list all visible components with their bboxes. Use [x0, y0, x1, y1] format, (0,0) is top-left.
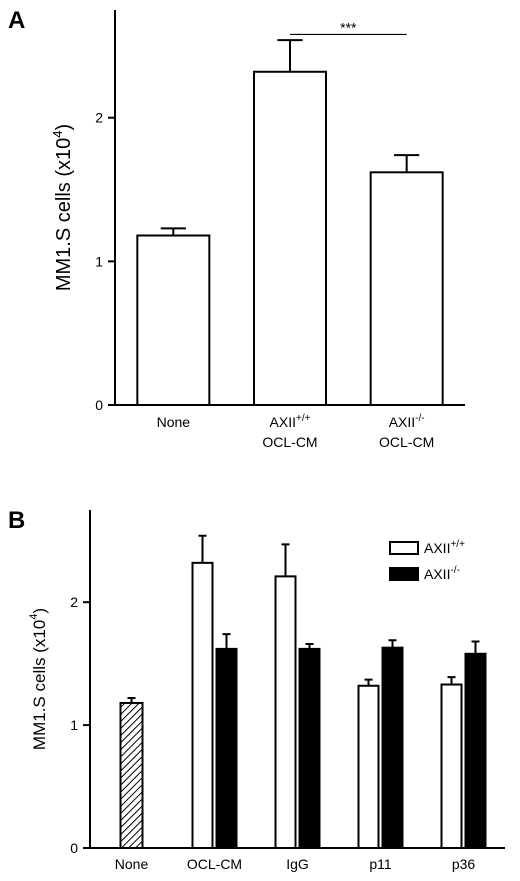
x-tick-label: AXII-/- — [389, 413, 425, 430]
x-tick-label: AXII+/+ — [270, 413, 311, 430]
y-label-tail: ) — [53, 124, 75, 131]
error-bar — [447, 676, 456, 685]
legend-swatch — [389, 541, 419, 555]
panel-label: B — [8, 507, 25, 534]
x-tick-label: OCL-CM — [187, 856, 242, 872]
x-label-sup: -/- — [415, 413, 424, 424]
x-tick-label: p36 — [452, 856, 476, 872]
bar — [298, 647, 321, 849]
y-axis-label: MM1.S cells (x104) — [28, 608, 49, 750]
error-bar — [281, 543, 290, 577]
x-label-text: None — [157, 414, 191, 430]
error-bar — [305, 642, 314, 649]
y-tick-label: 1 — [70, 717, 78, 733]
y-label-sup: 4 — [50, 131, 65, 138]
x-label-text: AXII — [270, 414, 296, 430]
x-tick-label: None — [157, 414, 191, 430]
bar — [191, 561, 214, 849]
y-tick-label: 0 — [95, 397, 103, 413]
error-bar — [471, 640, 480, 654]
x-label-sup: +/+ — [296, 413, 311, 424]
y-label-sup: 4 — [28, 614, 40, 620]
x-label-text: AXII — [389, 414, 415, 430]
y-label-text: MM1.S cells (x10 — [30, 620, 49, 750]
error-bar — [160, 227, 186, 236]
error-bar — [277, 39, 303, 72]
legend-name: AXII — [424, 540, 450, 556]
error-bar — [127, 697, 136, 703]
error-bar — [394, 154, 420, 173]
bar — [369, 171, 444, 406]
bar — [357, 684, 380, 850]
x-tick-label-line2: OCL-CM — [262, 434, 317, 450]
bar — [253, 70, 327, 406]
y-tick-label: 2 — [95, 110, 103, 126]
legend-sup: +/+ — [450, 539, 465, 550]
panel-label: A — [8, 7, 25, 34]
y-tick-label: 2 — [70, 594, 78, 610]
error-bar — [198, 534, 207, 563]
bar — [215, 647, 238, 849]
error-bar — [364, 678, 373, 686]
bar — [440, 683, 463, 849]
bar — [464, 652, 487, 850]
y-label-text: MM1.S cells (x10 — [53, 138, 75, 291]
bar — [381, 646, 404, 850]
legend-name: AXII — [424, 566, 450, 582]
error-bar — [222, 633, 231, 649]
x-tick-label: None — [115, 856, 149, 872]
legend-swatch — [389, 567, 419, 581]
x-tick-label: p11 — [369, 856, 392, 872]
annotation: *** — [340, 19, 357, 35]
y-label-tail: ) — [30, 608, 49, 614]
x-tick-label-line2: OCL-CM — [379, 434, 434, 450]
y-axis-label: MM1.S cells (x104) — [50, 124, 75, 291]
y-tick-label: 1 — [95, 253, 103, 269]
legend-sup: -/- — [450, 565, 459, 576]
bar — [136, 234, 211, 406]
legend-label: AXII+/+ — [424, 539, 465, 556]
legend-label: AXII-/- — [424, 565, 460, 582]
bar — [119, 701, 144, 850]
x-tick-label: IgG — [286, 856, 309, 872]
bar — [274, 575, 297, 849]
error-bar — [388, 639, 397, 648]
y-tick-label: 0 — [70, 840, 78, 856]
